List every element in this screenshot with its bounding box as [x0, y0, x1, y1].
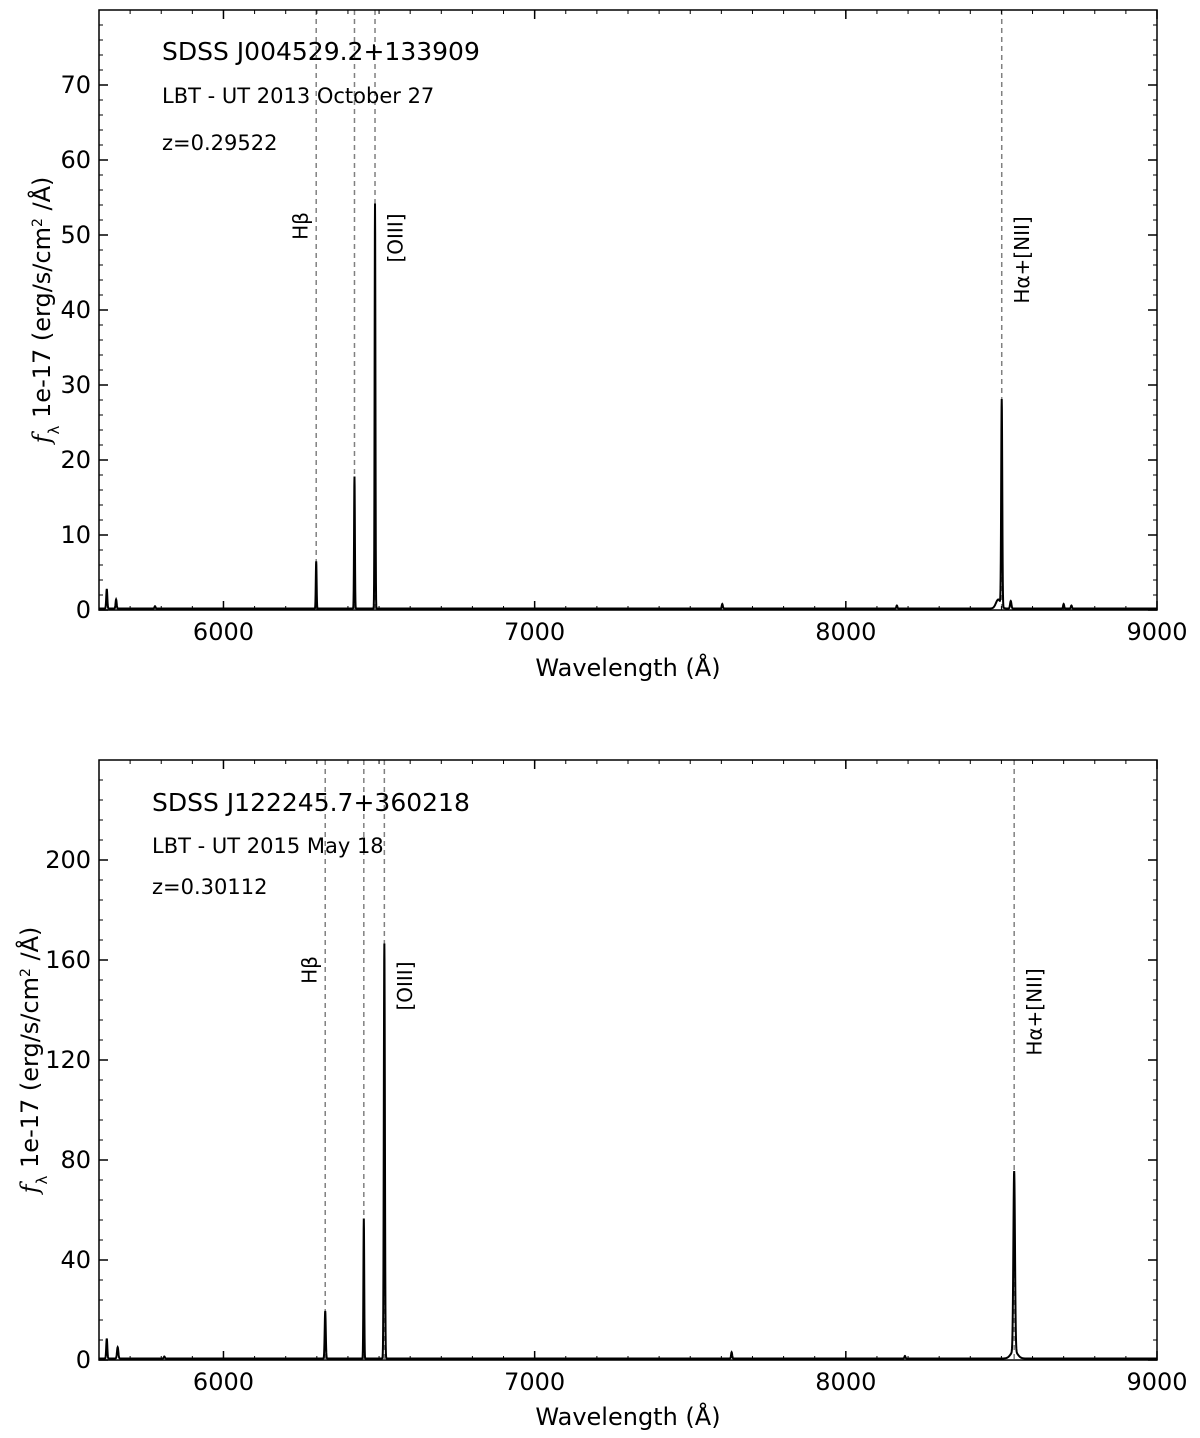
y-tick-label: 80	[60, 1146, 91, 1174]
x-tick-label: 8000	[815, 618, 876, 646]
y-axis-title-part: 1e-17 (erg/s/cm	[28, 227, 56, 426]
y-tick-label: 30	[60, 371, 91, 399]
object-name-label: SDSS J122245.7+360218	[152, 788, 470, 817]
x-axis-title: Wavelength (Å)	[535, 653, 720, 682]
x-tick-label: 9000	[1126, 1368, 1187, 1396]
spectrum-series	[99, 203, 1157, 610]
observation-label: LBT - UT 2013 October 27	[162, 84, 434, 108]
line-label: [OIII]	[393, 961, 417, 1010]
y-tick-label: 160	[45, 946, 91, 974]
y-tick-label: 120	[45, 1046, 91, 1074]
y-tick-label: 10	[60, 521, 91, 549]
redshift-label: z=0.30112	[152, 875, 267, 899]
x-tick-label: 8000	[815, 1368, 876, 1396]
line-label: Hβ	[289, 212, 313, 240]
y-tick-label: 0	[76, 596, 91, 624]
y-tick-label: 70	[60, 71, 91, 99]
y-axis-title-part: 2	[30, 218, 46, 227]
y-axis-title: fλ 1e-17 (erg/s/cm2 /Å)	[15, 927, 51, 1196]
y-axis-title-part: λ	[33, 1175, 51, 1184]
y-axis-title-part: 1e-17 (erg/s/cm	[16, 977, 44, 1176]
y-axis-title: fλ 1e-17 (erg/s/cm2 /Å)	[27, 177, 63, 446]
spectrum-series	[99, 943, 1157, 1360]
y-tick-label: 40	[60, 1246, 91, 1274]
line-label: Hα+[NII]	[1023, 968, 1047, 1055]
y-tick-label: 40	[60, 296, 91, 324]
x-tick-label: 7000	[504, 1368, 565, 1396]
y-tick-label: 50	[60, 221, 91, 249]
y-axis-title-part: 2	[18, 968, 34, 977]
spectrum-panel-1: Hβ [OIII] Hα+[NII] 6000 7000 8000 9000 0 10 20 30 4…	[27, 9, 1188, 682]
object-name-label: SDSS J004529.2+133909	[162, 37, 480, 66]
redshift-label: z=0.29522	[162, 131, 277, 155]
x-tick-label: 6000	[193, 1368, 254, 1396]
x-tick-label: 6000	[193, 618, 254, 646]
x-tick-label: 7000	[504, 618, 565, 646]
x-tick-label: 9000	[1126, 618, 1187, 646]
y-axis-title-part: λ	[45, 425, 63, 434]
x-axis-title: Wavelength (Å)	[535, 1402, 720, 1431]
y-tick-label: 60	[60, 146, 91, 174]
line-label: Hβ	[298, 956, 322, 984]
line-label: Hα+[NII]	[1010, 216, 1034, 303]
y-tick-label: 200	[45, 846, 91, 874]
y-axis-title-part: /Å)	[27, 177, 56, 219]
observation-label: LBT - UT 2015 May 18	[152, 834, 384, 858]
y-axis-title-part: /Å)	[15, 927, 44, 969]
y-tick-label: 20	[60, 446, 91, 474]
y-tick-label: 0	[76, 1346, 91, 1374]
line-label: [OIII]	[384, 213, 408, 262]
spectrum-panel-2: Hβ [OIII] Hα+[NII] 6000 7000 8000 9000 0 40 80 120…	[15, 759, 1188, 1431]
